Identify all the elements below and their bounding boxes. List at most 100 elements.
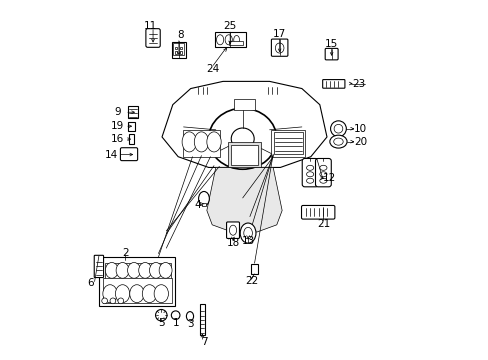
Text: 22: 22 bbox=[244, 276, 258, 286]
FancyBboxPatch shape bbox=[301, 206, 334, 219]
FancyBboxPatch shape bbox=[322, 80, 344, 88]
Text: 12: 12 bbox=[322, 173, 335, 183]
Bar bbox=[231, 145, 257, 165]
Ellipse shape bbox=[182, 132, 196, 152]
Ellipse shape bbox=[319, 165, 326, 170]
Ellipse shape bbox=[154, 285, 168, 303]
Text: 19: 19 bbox=[110, 121, 123, 131]
Ellipse shape bbox=[198, 192, 209, 206]
Ellipse shape bbox=[186, 312, 193, 321]
FancyBboxPatch shape bbox=[302, 158, 317, 187]
Ellipse shape bbox=[319, 172, 326, 177]
Bar bbox=[202, 203, 206, 206]
Text: 5: 5 bbox=[158, 319, 164, 328]
FancyBboxPatch shape bbox=[120, 148, 137, 161]
Ellipse shape bbox=[159, 262, 172, 278]
Ellipse shape bbox=[229, 225, 236, 235]
Ellipse shape bbox=[118, 298, 123, 304]
Text: 18: 18 bbox=[226, 238, 239, 248]
Bar bbox=[179, 46, 182, 49]
Ellipse shape bbox=[306, 165, 313, 170]
Ellipse shape bbox=[110, 298, 116, 304]
Ellipse shape bbox=[224, 35, 232, 45]
Bar bbox=[99, 257, 174, 306]
Ellipse shape bbox=[233, 36, 239, 44]
Text: 15: 15 bbox=[325, 39, 338, 49]
Text: 2: 2 bbox=[122, 248, 128, 258]
Ellipse shape bbox=[244, 227, 252, 239]
Ellipse shape bbox=[115, 285, 129, 303]
Ellipse shape bbox=[139, 262, 151, 278]
Bar bbox=[172, 42, 185, 58]
FancyBboxPatch shape bbox=[145, 29, 160, 47]
FancyBboxPatch shape bbox=[226, 222, 239, 238]
Bar bbox=[273, 132, 303, 154]
Ellipse shape bbox=[330, 121, 346, 136]
Bar bbox=[229, 41, 243, 45]
Bar bbox=[228, 142, 260, 167]
Ellipse shape bbox=[102, 285, 117, 303]
Text: 25: 25 bbox=[223, 21, 236, 31]
FancyBboxPatch shape bbox=[315, 158, 330, 187]
Ellipse shape bbox=[275, 43, 284, 53]
Bar bbox=[128, 122, 135, 131]
Bar bbox=[179, 51, 182, 54]
Text: 7: 7 bbox=[201, 337, 207, 347]
Ellipse shape bbox=[216, 35, 223, 45]
FancyBboxPatch shape bbox=[325, 48, 337, 60]
Ellipse shape bbox=[206, 132, 221, 152]
Text: 9: 9 bbox=[114, 107, 120, 117]
Ellipse shape bbox=[127, 262, 140, 278]
Bar bbox=[128, 106, 138, 118]
FancyBboxPatch shape bbox=[94, 255, 103, 278]
Text: 17: 17 bbox=[272, 29, 285, 39]
Text: 20: 20 bbox=[353, 137, 366, 147]
Ellipse shape bbox=[231, 128, 254, 149]
Ellipse shape bbox=[129, 285, 144, 303]
Text: 1: 1 bbox=[172, 319, 179, 328]
Bar bbox=[173, 43, 184, 55]
Text: 4: 4 bbox=[194, 200, 201, 210]
Ellipse shape bbox=[333, 124, 342, 133]
Bar bbox=[102, 278, 171, 303]
Bar bbox=[199, 305, 204, 335]
FancyBboxPatch shape bbox=[271, 39, 287, 56]
Text: 24: 24 bbox=[206, 64, 220, 74]
Bar bbox=[104, 263, 171, 285]
Ellipse shape bbox=[306, 172, 313, 177]
Bar bbox=[174, 46, 177, 49]
Ellipse shape bbox=[102, 298, 107, 304]
Text: 16: 16 bbox=[111, 134, 124, 144]
Ellipse shape bbox=[105, 262, 118, 278]
Text: 14: 14 bbox=[104, 149, 118, 159]
Text: 21: 21 bbox=[316, 219, 329, 229]
Ellipse shape bbox=[149, 262, 162, 278]
Bar bbox=[233, 99, 255, 110]
Bar bbox=[129, 134, 134, 144]
Ellipse shape bbox=[208, 108, 276, 169]
Ellipse shape bbox=[142, 285, 156, 303]
Ellipse shape bbox=[155, 310, 167, 321]
Bar bbox=[250, 264, 258, 274]
Text: 3: 3 bbox=[186, 319, 193, 329]
Text: 10: 10 bbox=[353, 124, 366, 134]
Polygon shape bbox=[206, 167, 282, 232]
Ellipse shape bbox=[171, 311, 180, 319]
Ellipse shape bbox=[333, 138, 343, 145]
Text: 6: 6 bbox=[87, 278, 94, 288]
Ellipse shape bbox=[329, 135, 346, 148]
Ellipse shape bbox=[116, 262, 129, 278]
Text: 11: 11 bbox=[143, 21, 157, 31]
Bar bbox=[174, 51, 177, 54]
Ellipse shape bbox=[306, 178, 313, 183]
Bar bbox=[183, 130, 220, 157]
Text: 13: 13 bbox=[241, 236, 254, 246]
Ellipse shape bbox=[319, 178, 326, 183]
Bar bbox=[215, 32, 245, 47]
Text: 8: 8 bbox=[177, 31, 184, 40]
Polygon shape bbox=[162, 81, 326, 167]
Text: 23: 23 bbox=[351, 78, 365, 89]
Bar bbox=[271, 130, 305, 157]
Ellipse shape bbox=[194, 132, 208, 152]
Ellipse shape bbox=[240, 223, 255, 243]
